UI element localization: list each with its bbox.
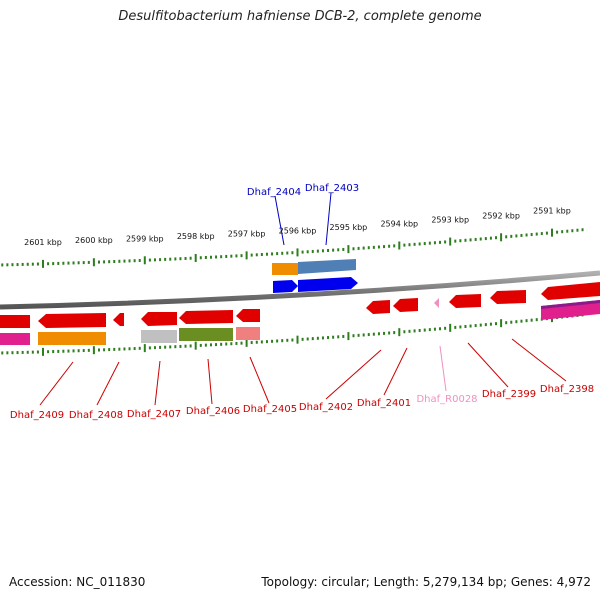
feature-dhaf-2406-gene[interactable] bbox=[179, 328, 233, 341]
feature-dhaf-2407-cds[interactable] bbox=[141, 312, 177, 326]
feature-dhaf-2398-cds[interactable] bbox=[541, 282, 600, 300]
scale-tick-label: 2591 kbp bbox=[533, 207, 571, 216]
feature-dhaf-2409-cds[interactable] bbox=[0, 315, 30, 328]
feature-dhaf-r0028-trna[interactable] bbox=[434, 298, 439, 308]
feature-dhaf-2408-cds[interactable] bbox=[38, 313, 106, 328]
scale-tick-label: 2593 kbp bbox=[431, 216, 469, 225]
bottom-scale bbox=[1, 313, 584, 356]
top-scale bbox=[1, 228, 584, 268]
feature-small-cds[interactable] bbox=[113, 313, 124, 326]
label-dhaf-r0028[interactable]: Dhaf_R0028 bbox=[416, 394, 477, 405]
scale-labels: 2601 kbp 2600 kbp 2599 kbp 2598 kbp 2597 kbp… bbox=[24, 207, 571, 247]
label-dhaf-2406[interactable]: Dhaf_2406 bbox=[186, 406, 240, 417]
leader-dhaf-2403 bbox=[325, 192, 332, 246]
leader-dhaf-2401 bbox=[383, 347, 408, 396]
gene-labels: Dhaf_2404 Dhaf_2403 Dhaf_2409 Dhaf_2408 … bbox=[10, 183, 594, 421]
scale-tick-label: 2594 kbp bbox=[380, 219, 418, 228]
label-leaders bbox=[39, 192, 567, 406]
scale-tick-label: 2601 kbp bbox=[24, 238, 62, 247]
feature-dhaf-2405-gene[interactable] bbox=[236, 327, 260, 340]
map-title: Desulfitobacterium hafniense DCB-2, comp… bbox=[118, 9, 482, 24]
label-dhaf-2399[interactable]: Dhaf_2399 bbox=[482, 389, 536, 400]
leader-dhaf-r0028 bbox=[439, 345, 447, 392]
leader-dhaf-2398 bbox=[511, 338, 567, 382]
leader-dhaf-2409 bbox=[39, 361, 74, 406]
accession-text: Accession: NC_011830 bbox=[9, 575, 146, 589]
leader-dhaf-2404 bbox=[274, 195, 285, 246]
feature-dhaf-2407-gene[interactable] bbox=[141, 330, 177, 343]
scale-tick-label: 2596 kbp bbox=[279, 226, 317, 235]
feature-dhaf-2405-cds[interactable] bbox=[236, 309, 260, 322]
feature-dhaf-2401-cds[interactable] bbox=[393, 298, 418, 312]
feature-dhaf-2402-cds[interactable] bbox=[366, 300, 390, 314]
plus-strand-features bbox=[272, 259, 358, 293]
feature-dhaf-2404-gene[interactable] bbox=[272, 263, 298, 275]
feature-dhaf-2409-gene[interactable] bbox=[0, 333, 30, 345]
leader-dhaf-2406 bbox=[207, 358, 213, 405]
label-dhaf-2407[interactable]: Dhaf_2407 bbox=[127, 409, 181, 420]
scale-tick-label: 2592 kbp bbox=[482, 211, 520, 220]
feature-dhaf-2398-gene-top bbox=[541, 300, 600, 309]
leader-dhaf-2405 bbox=[249, 356, 270, 404]
scale-tick-label: 2595 kbp bbox=[330, 223, 368, 232]
genome-summary-text: Topology: circular; Length: 5,279,134 bp… bbox=[261, 575, 591, 589]
leader-dhaf-2402 bbox=[325, 349, 382, 400]
label-dhaf-2398[interactable]: Dhaf_2398 bbox=[540, 384, 594, 395]
genome-backbone bbox=[0, 270, 600, 310]
feature-dhaf-2406-cds[interactable] bbox=[179, 310, 233, 324]
leader-dhaf-2407 bbox=[154, 360, 161, 406]
leader-dhaf-2399 bbox=[467, 342, 509, 388]
scale-tick-label: 2598 kbp bbox=[177, 232, 215, 241]
minus-strand-features bbox=[0, 282, 600, 345]
label-dhaf-2405[interactable]: Dhaf_2405 bbox=[243, 404, 297, 415]
feature-dhaf-2403-cds[interactable] bbox=[298, 277, 358, 292]
label-dhaf-2403[interactable]: Dhaf_2403 bbox=[305, 183, 359, 194]
scale-tick-label: 2597 kbp bbox=[228, 229, 266, 238]
label-dhaf-2404[interactable]: Dhaf_2404 bbox=[247, 187, 301, 198]
feature-dhaf-2404-cds[interactable] bbox=[273, 280, 298, 293]
feature-dhaf-2398a-cds[interactable] bbox=[490, 290, 526, 304]
leader-dhaf-2408 bbox=[96, 361, 120, 406]
label-dhaf-2401[interactable]: Dhaf_2401 bbox=[357, 398, 411, 409]
label-dhaf-2402[interactable]: Dhaf_2402 bbox=[299, 402, 353, 413]
feature-dhaf-2403-gene[interactable] bbox=[298, 259, 356, 274]
feature-dhaf-2399-cds[interactable] bbox=[449, 294, 481, 308]
scale-tick-label: 2600 kbp bbox=[75, 236, 113, 245]
label-dhaf-2409[interactable]: Dhaf_2409 bbox=[10, 410, 64, 421]
feature-dhaf-2408-gene[interactable] bbox=[38, 332, 106, 345]
label-dhaf-2408[interactable]: Dhaf_2408 bbox=[69, 410, 123, 421]
scale-tick-label: 2599 kbp bbox=[126, 234, 164, 243]
